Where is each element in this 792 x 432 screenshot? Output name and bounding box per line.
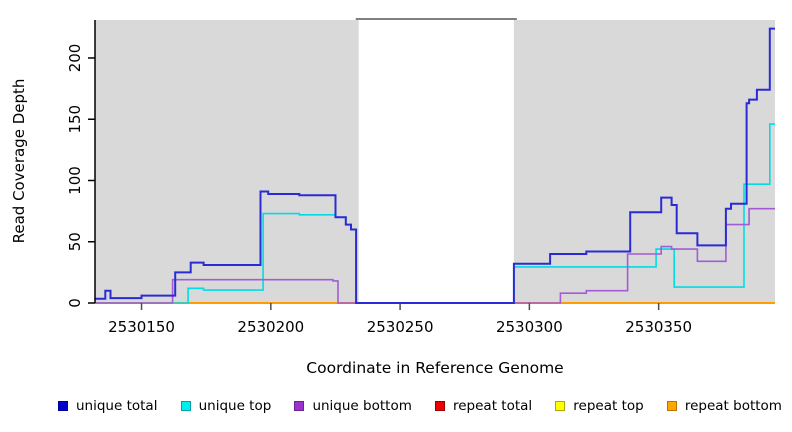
x-tick-label: 2530300	[496, 318, 563, 336]
legend-swatch-icon	[666, 401, 677, 411]
legend-item-repeat-top: repeat top	[555, 398, 644, 414]
y-tick-label: 100	[66, 166, 84, 195]
legend-label: unique total	[76, 398, 158, 414]
series-layer	[95, 27, 775, 304]
legend-item-repeat-bottom: repeat bottom	[666, 398, 782, 414]
y-tick-label: 200	[66, 44, 84, 73]
legend-swatch-icon	[434, 401, 445, 411]
legend-label: repeat bottom	[684, 398, 782, 414]
series-unique-total	[95, 27, 775, 304]
plot-background-layer	[95, 18, 775, 303]
axes-layer: 0 50 100 150 200 2530150 2530200 2530250 2530300…	[66, 20, 692, 336]
y-tick-label: 0	[66, 298, 84, 308]
legend-swatch-icon	[58, 401, 68, 411]
legend-swatch-icon	[180, 401, 191, 411]
legend-swatch-icon	[294, 401, 305, 411]
series-unique-bottom	[95, 207, 775, 304]
x-tick-label: 2530350	[625, 318, 692, 336]
legend-label: repeat top	[573, 398, 644, 414]
y-tick-label: 50	[66, 232, 84, 251]
y-axis-title: Read Coverage Depth	[10, 79, 28, 244]
coverage-chart: 0 50 100 150 200 2530150 2530200 2530250 2530300…	[10, 18, 775, 377]
y-tick-label: 150	[66, 105, 84, 134]
legend-label: repeat total	[452, 398, 533, 414]
masked-region	[358, 20, 514, 303]
x-tick-label: 2530200	[237, 318, 304, 336]
x-tick-label: 2530150	[108, 318, 175, 336]
legend-swatch-icon	[555, 401, 566, 411]
x-axis-title: Coordinate in Reference Genome	[306, 359, 563, 377]
legend-label: unique top	[198, 398, 272, 414]
legend-item-unique-top: unique top	[180, 398, 272, 414]
legend-item-unique-bottom: unique bottom	[294, 398, 412, 414]
x-tick-label: 2530250	[367, 318, 434, 336]
legend-item-repeat-total: repeat total	[434, 398, 533, 414]
legend: unique total unique top unique bottom repea…	[0, 398, 792, 414]
legend-label: unique bottom	[312, 398, 412, 414]
legend-item-unique-total: unique total	[58, 398, 157, 414]
